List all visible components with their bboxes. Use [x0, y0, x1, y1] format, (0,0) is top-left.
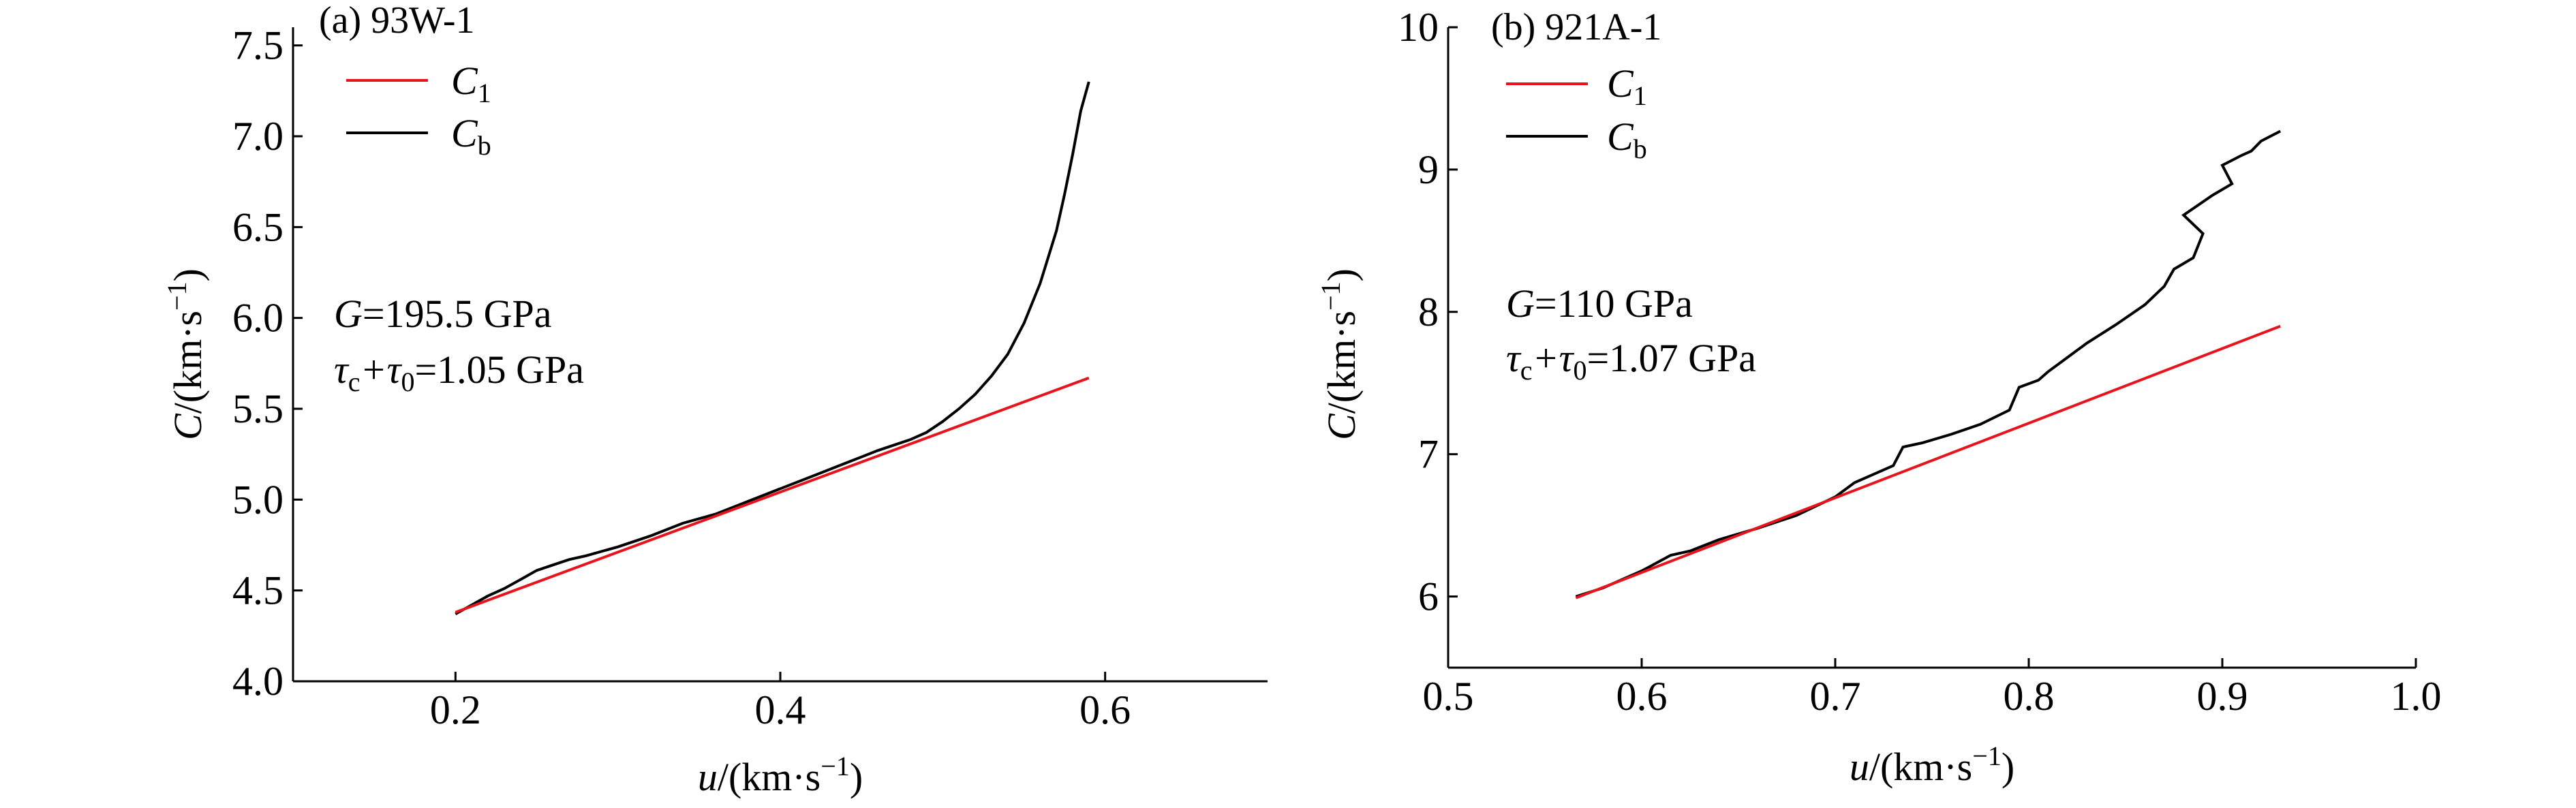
panel-b-x-ticks: 0.5 0.6 0.7 0.8 0.9 1.0: [1423, 658, 2442, 719]
panel-a-y-tick-label: 5.5: [232, 386, 283, 431]
panel-b-plot-background: [1448, 27, 2416, 668]
panel-b-y-tick-label: 8: [1418, 290, 1439, 335]
panel-a-x-tick-label: 0.2: [430, 687, 481, 732]
panel-a-legend-cb-label: Cb: [451, 111, 491, 161]
panel-b-series-c1-line: [1575, 324, 2281, 600]
panel-a-legend-c1-label: C1: [451, 59, 491, 108]
panel-b-x-tick-label: 0.8: [2004, 674, 2055, 719]
panel-a-y-tick-label: 5.0: [232, 477, 283, 522]
panel-a-series-c1-line: [455, 376, 1090, 614]
panel-b-y-tick-label: 7: [1418, 432, 1439, 477]
panel-a-y-axis-title: C/(km·s−1): [162, 268, 210, 440]
panel-b-annotation-tau: τc+τ0=1.07 GPa: [1506, 336, 1756, 386]
panel-b-title: (b) 921A-1: [1491, 6, 1661, 48]
panel-a-y-tick-label: 4.0: [232, 659, 283, 704]
panel-b-x-tick-label: 0.9: [2197, 674, 2248, 719]
panel-b-legend: C1 Cb: [1506, 61, 1647, 164]
panel-b-x-tick-label: 0.5: [1423, 674, 1474, 719]
panel-a-x-tick-label: 0.6: [1079, 687, 1131, 732]
panel-a-x-ticks: 0.2 0.4 0.6: [430, 672, 1131, 732]
panel-b-x-tick-label: 0.6: [1616, 674, 1668, 719]
panel-a-annotation-tau: τc+τ0=1.05 GPa: [334, 347, 584, 397]
panel-b-legend-c1-label: C1: [1607, 61, 1647, 111]
panel-b-x-tick-label: 0.7: [1810, 674, 1861, 719]
panel-a-y-tick-label: 6.0: [232, 296, 283, 341]
panel-a: 0.2 0.4 0.6 4.0 4.5 5.0 5.5 6.0 6.5 7.0 7.5 (a) 9…: [162, 0, 1268, 799]
panel-a-plot-background: [293, 27, 1268, 681]
panel-a-series-cb-line: [455, 81, 1090, 616]
panel-b-y-tick-label: 9: [1418, 147, 1439, 192]
panel-b-legend-cb-label: Cb: [1607, 114, 1647, 164]
panel-a-x-axis-title: u/(km·s−1): [698, 751, 863, 799]
panel-a-title: (a) 93W-1: [319, 0, 475, 42]
panel-b-x-tick-label: 1.0: [2391, 674, 2442, 719]
panel-a-y-tick-label: 6.5: [232, 204, 283, 249]
panel-b-x-axis-title: u/(km·s−1): [1850, 741, 2014, 789]
panel-b: 0.5 0.6 0.7 0.8 0.9 1.0 6 7 8 9 10 (b) 921A-1 C1 …: [1315, 5, 2442, 789]
panel-a-y-tick-label: 7.0: [232, 114, 283, 159]
panel-a-legend: C1 Cb: [346, 59, 491, 161]
panel-b-y-ticks: 6 7 8 9 10: [1398, 5, 1458, 619]
panel-a-y-tick-label: 7.5: [232, 23, 283, 68]
panel-b-y-tick-label: 6: [1418, 574, 1439, 619]
panel-a-y-ticks: 4.0 4.5 5.0 5.5 6.0 6.5 7.0 7.5: [232, 23, 303, 704]
panel-b-y-tick-label: 10: [1398, 5, 1439, 50]
panel-a-annotation-g: G=195.5 GPa: [334, 292, 552, 336]
panel-b-y-axis-title: C/(km·s−1): [1315, 268, 1364, 440]
panel-a-x-tick-label: 0.4: [755, 687, 806, 732]
panel-a-y-tick-label: 4.5: [232, 568, 283, 613]
panel-b-annotation-g: G=110 GPa: [1506, 281, 1693, 326]
